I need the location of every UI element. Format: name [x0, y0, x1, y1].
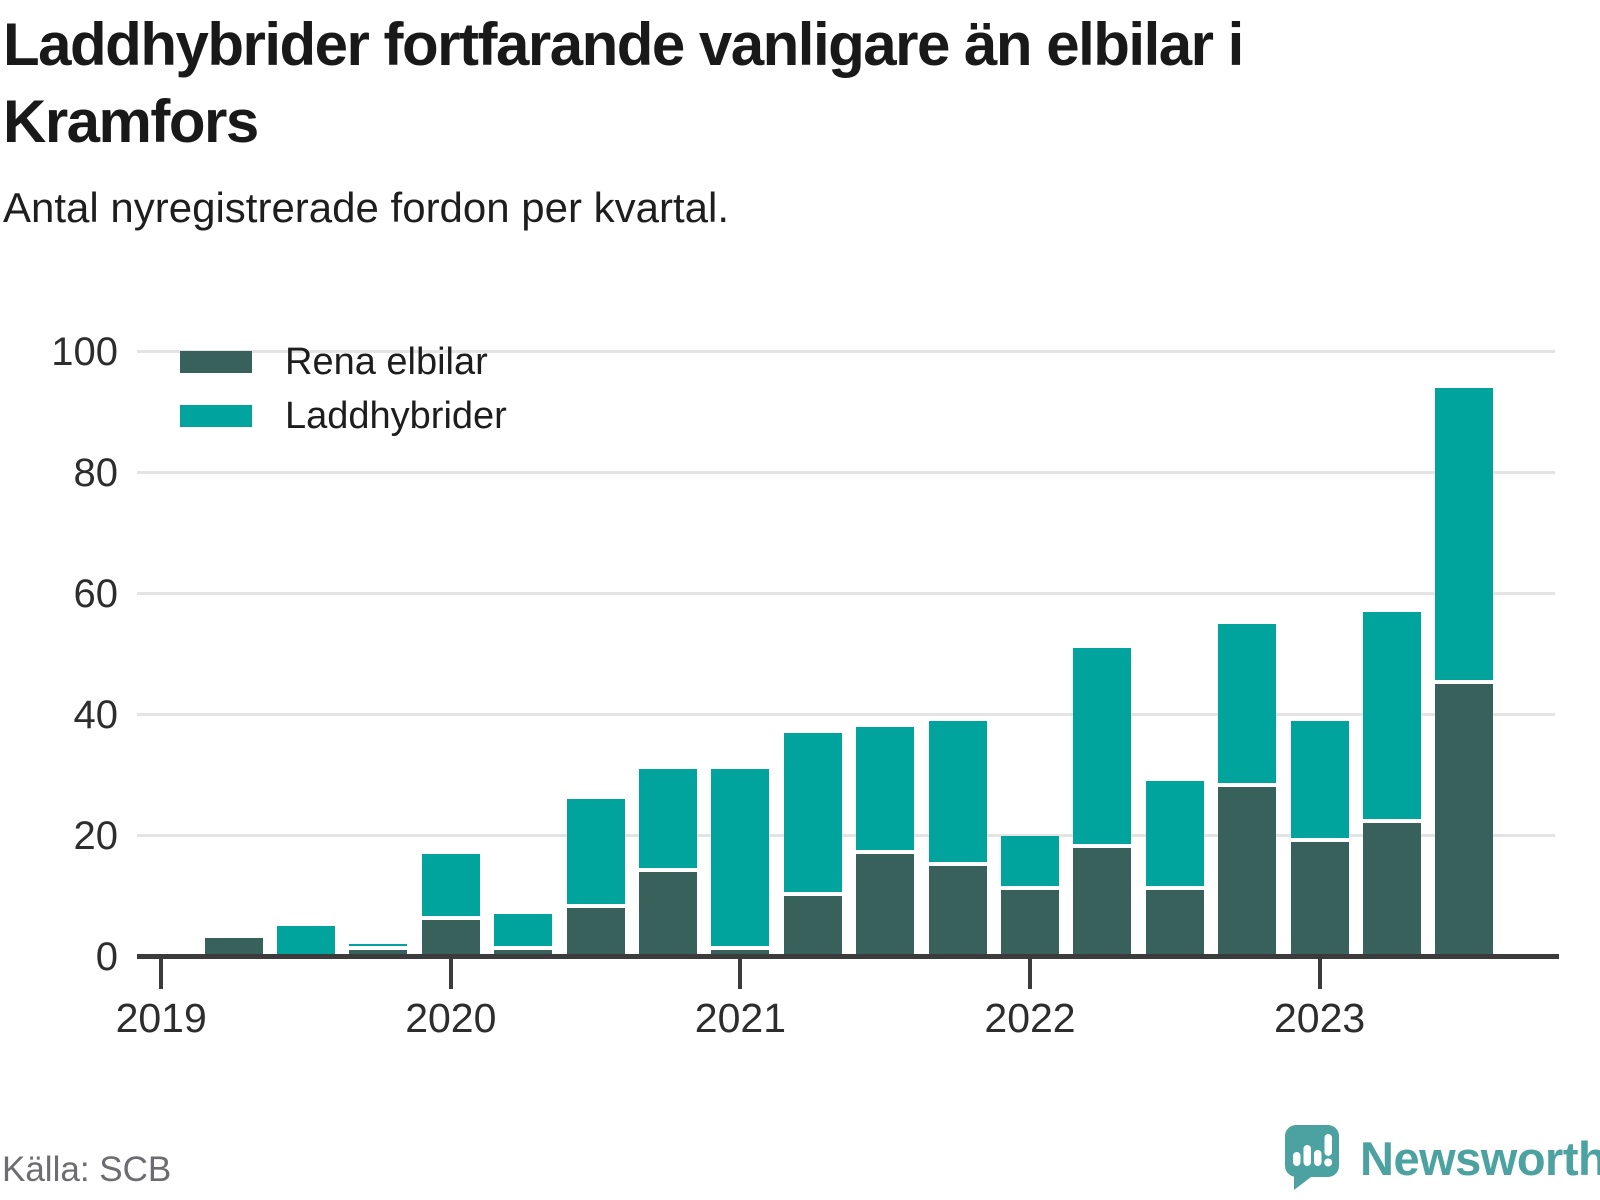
x-axis-line [137, 954, 1559, 959]
y-axis-label: 100 [51, 329, 118, 374]
bar-segment-laddhybrider [421, 853, 480, 921]
gridline-40 [137, 713, 1555, 716]
x-axis-label: 2020 [405, 995, 497, 1041]
bar-segment-rena-elbilar [928, 865, 987, 957]
bar-segment-rena-elbilar [711, 950, 770, 957]
axis-tick [1028, 958, 1032, 989]
legend: Rena elbilar Laddhybrider [180, 341, 507, 453]
bar-segment-laddhybrider [1001, 835, 1059, 890]
chart-title-line-1: Laddhybrider fortfarande vanligare än el… [3, 11, 1244, 78]
bar-segment-rena-elbilar [1218, 787, 1277, 957]
bar-segment-rena-elbilar [204, 938, 263, 957]
bar-segment-laddhybrider [928, 720, 987, 866]
bar-segment-laddhybrider [1073, 647, 1132, 848]
legend-swatch-laddhybrider [180, 405, 252, 427]
x-axis-label: 2021 [694, 995, 786, 1041]
legend-label-rena-elbilar: Rena elbilar [285, 341, 488, 383]
bar-segment-laddhybrider [1435, 387, 1494, 685]
bar-segment-rena-elbilar [1073, 847, 1132, 957]
legend-item-rena-elbilar: Rena elbilar [180, 341, 507, 383]
legend-swatch-rena-elbilar [180, 351, 252, 373]
y-axis-label: 20 [73, 813, 119, 858]
y-axis-label: 60 [73, 571, 119, 616]
chart-subtitle: Antal nyregistrerade fordon per kvartal. [3, 184, 730, 231]
bar-segment-laddhybrider [494, 914, 553, 951]
bar-segment-laddhybrider [856, 726, 915, 854]
bar-segment-rena-elbilar [856, 853, 915, 957]
bar-segment-rena-elbilar [1001, 889, 1059, 957]
x-axis-label: 2022 [984, 995, 1076, 1041]
bar-segment-rena-elbilar [1363, 823, 1421, 957]
chart-title: Laddhybrider fortfarande vanligare än el… [3, 6, 1593, 160]
bar-segment-laddhybrider [1290, 720, 1349, 842]
bar-segment-laddhybrider [277, 926, 335, 957]
bar-segment-laddhybrider [1363, 611, 1421, 824]
bar-segment-rena-elbilar [494, 950, 553, 957]
bar-segment-laddhybrider [1218, 623, 1277, 788]
legend-label-laddhybrider: Laddhybrider [285, 395, 507, 437]
brand-wordmark: Newsworthy [1360, 1131, 1600, 1185]
bar-segment-laddhybrider [711, 768, 770, 951]
y-axis-label: 80 [73, 450, 119, 495]
bar-segment-rena-elbilar [1435, 684, 1494, 957]
bar-segment-rena-elbilar [566, 908, 625, 957]
chart-title-line-2: Kramfors [3, 88, 259, 155]
gridline-20 [137, 834, 1555, 837]
bar-segment-laddhybrider [566, 799, 625, 909]
axis-tick [159, 958, 164, 989]
bar-segment-laddhybrider [639, 768, 697, 872]
newsworthy-logo-icon [1285, 1125, 1339, 1190]
bar-segment-rena-elbilar [1145, 889, 1204, 957]
axis-tick [448, 958, 453, 989]
source-note: Källa: SCB [2, 1150, 172, 1189]
axis-tick [738, 958, 743, 989]
x-axis-label: 2019 [115, 995, 207, 1041]
bar-segment-rena-elbilar [349, 950, 408, 957]
bar-segment-laddhybrider [783, 732, 842, 896]
bar-segment-laddhybrider [349, 944, 408, 951]
x-axis-label: 2023 [1273, 995, 1366, 1041]
bar-segment-rena-elbilar [639, 871, 697, 957]
brand: Newsworthy [1284, 1124, 1600, 1192]
gridline-80 [137, 471, 1555, 474]
legend-item-laddhybrider: Laddhybrider [180, 395, 507, 437]
bar-segment-laddhybrider [1145, 781, 1204, 890]
gridline-100 [137, 350, 1555, 353]
y-axis-label: 40 [73, 692, 119, 737]
bar-segment-rena-elbilar [1290, 841, 1349, 957]
gridline-60 [137, 592, 1555, 595]
axis-tick [1317, 958, 1322, 989]
bar-segment-rena-elbilar [783, 896, 842, 957]
y-axis-label: 0 [95, 934, 118, 979]
bar-segment-rena-elbilar [421, 920, 480, 957]
